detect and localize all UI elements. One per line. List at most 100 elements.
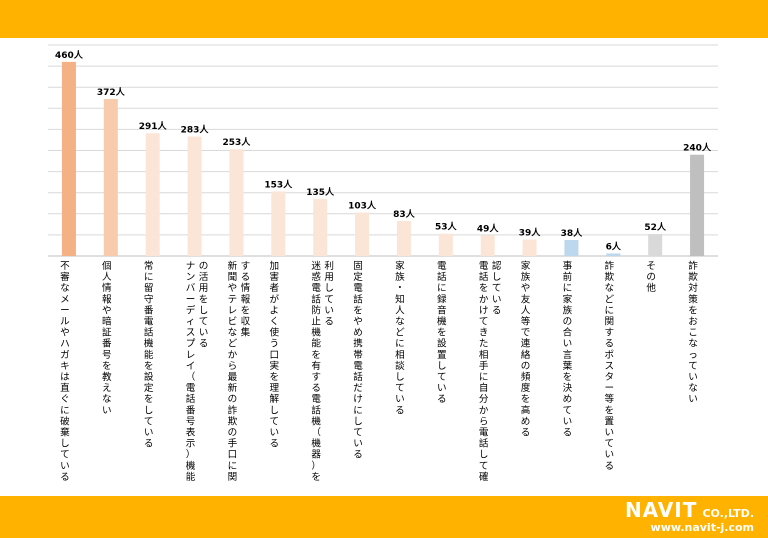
category-label: い (563, 339, 573, 350)
category-label: に (563, 283, 573, 294)
category-label: を (563, 372, 573, 383)
category-label: い (688, 394, 698, 405)
category-label: 番 (186, 404, 196, 416)
category-label: 情 (102, 282, 112, 294)
category-label: で (521, 328, 531, 339)
category-label: 機 (311, 327, 321, 339)
category-label: ハ (60, 339, 70, 350)
category-label: い (605, 450, 615, 461)
bar (187, 136, 202, 256)
category-label: 能 (144, 349, 154, 361)
category-label: る (353, 450, 363, 461)
category-label: ン (186, 272, 196, 283)
category-label: 分 (479, 394, 489, 405)
category-label: ー (186, 294, 196, 305)
category-label: 他 (646, 282, 656, 294)
category-label: え (102, 383, 112, 394)
category-label: 相 (395, 349, 405, 361)
category-label: い (144, 428, 154, 439)
category-label: 手 (479, 360, 489, 372)
category-label: 対 (688, 282, 698, 294)
category-label: ィ (186, 317, 196, 328)
category-label: 人 (395, 305, 405, 316)
category-label: て (437, 372, 447, 383)
category-label: 話 (353, 293, 363, 305)
category-label: て (563, 405, 573, 416)
category-label: ど (228, 339, 238, 350)
bar (396, 220, 411, 256)
bar (61, 61, 76, 256)
category-label: ー (605, 383, 615, 394)
category-label: や (60, 328, 70, 339)
category-label: 話 (311, 293, 321, 305)
category-label: 置 (437, 350, 447, 361)
category-label: 合 (563, 327, 573, 339)
category-label: い (60, 461, 70, 472)
category-label: 欺 (688, 271, 698, 283)
category-label: 新 (228, 382, 238, 394)
category-label: 話 (186, 393, 196, 405)
category-label: の (563, 317, 573, 328)
category-label: 防 (311, 304, 321, 316)
category-label: 詐 (688, 260, 698, 272)
category-label: よ (270, 305, 280, 316)
category-label: て (270, 416, 280, 427)
category-label: を (144, 361, 154, 372)
category-label: 族 (395, 271, 405, 283)
category-label: 電 (479, 261, 489, 272)
category-label: 家 (395, 260, 405, 272)
category-label: 度 (521, 382, 531, 394)
category-label: な (395, 317, 405, 328)
category-label: 機 (311, 438, 321, 450)
category-label: る (311, 383, 321, 394)
data-label: 372人 (97, 86, 126, 98)
category-label: 暗 (102, 316, 112, 328)
category-label: を (688, 305, 698, 316)
category-label: デ (186, 304, 196, 316)
category-label: こ (688, 328, 698, 339)
category-label: 棄 (60, 427, 70, 439)
category-label: ス (605, 361, 615, 372)
category-label: ル (60, 317, 70, 328)
category-label: し (479, 450, 489, 461)
category-label: い (102, 405, 112, 416)
category-label: を (199, 294, 209, 305)
category-label: て (199, 317, 209, 328)
category-label: 詐 (605, 260, 615, 272)
top-banner (0, 0, 768, 38)
category-label: （ (186, 371, 196, 383)
category-label: 設 (144, 371, 154, 383)
data-label: 39人 (519, 227, 542, 239)
category-label: 番 (144, 304, 154, 316)
category-label: 電 (353, 361, 363, 372)
data-label: 103人 (348, 200, 377, 212)
category-label: 表 (186, 427, 196, 439)
category-label: 器 (311, 450, 321, 461)
category-label: い (199, 328, 209, 339)
category-label: バ (186, 283, 196, 294)
category-label: に (228, 461, 238, 472)
category-label: ら (228, 361, 238, 372)
category-label: ） (186, 449, 196, 461)
category-label: い (563, 416, 573, 427)
category-label: 話 (353, 371, 363, 383)
category-label: 止 (311, 316, 321, 328)
category-label: 使 (270, 327, 280, 339)
category-label: 守 (144, 293, 154, 305)
category-label: 定 (353, 271, 363, 283)
category-label: 号 (102, 350, 112, 361)
category-label: の (228, 394, 238, 405)
category-label: る (199, 339, 209, 350)
category-label: 惑 (311, 271, 321, 283)
category-label: の (521, 361, 531, 372)
category-label: 話 (437, 271, 447, 283)
category-label: 電 (437, 261, 447, 272)
category-label: 高 (521, 404, 531, 416)
bar (313, 199, 328, 256)
category-label: は (60, 372, 70, 383)
category-label: い (324, 305, 334, 316)
category-label: 口 (228, 450, 238, 461)
category-label: な (102, 394, 112, 405)
category-label: 機 (144, 338, 154, 350)
category-label: を (479, 283, 489, 294)
